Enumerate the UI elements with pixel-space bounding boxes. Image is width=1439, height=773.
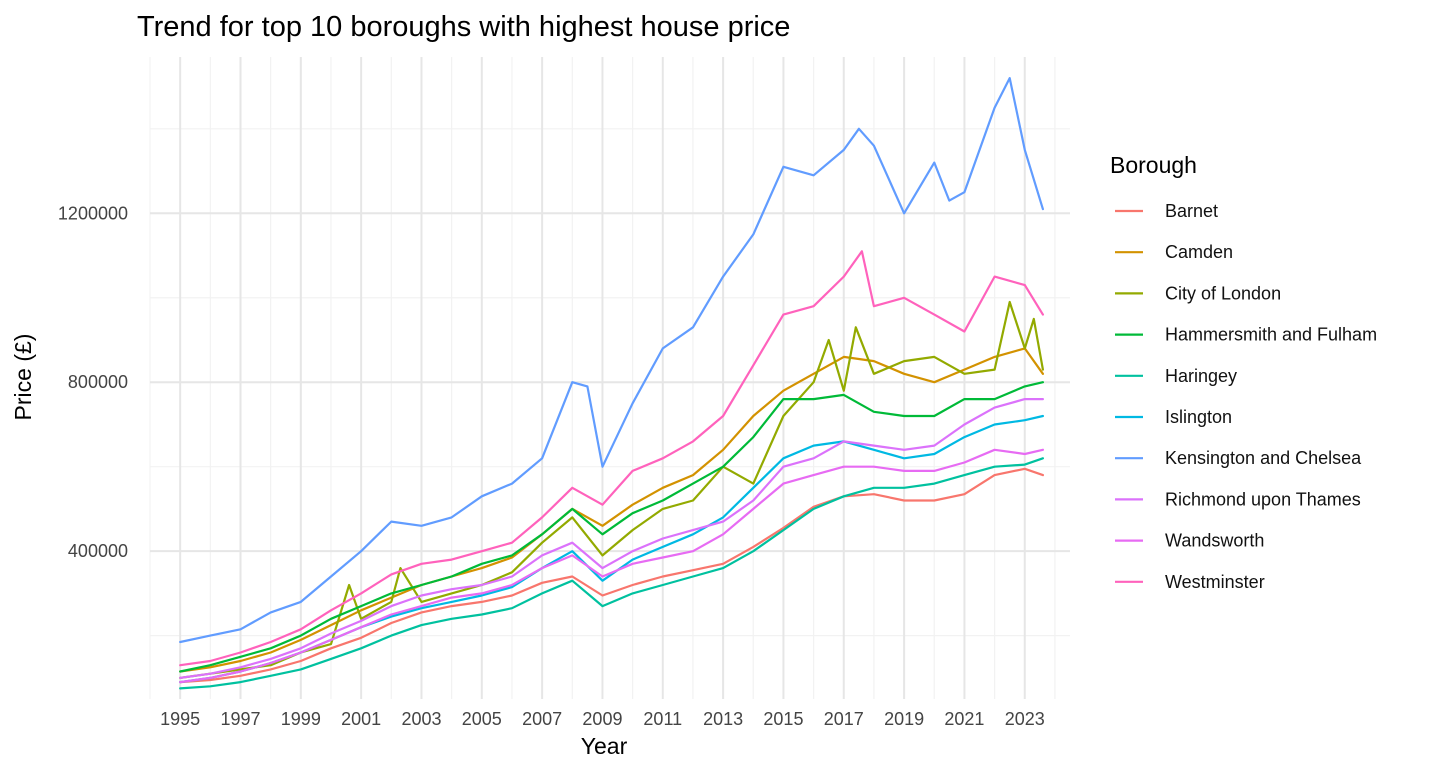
x-tick-label: 1995 [160, 709, 200, 729]
legend-label: Hammersmith and Fulham [1165, 325, 1377, 345]
x-tick-label: 2019 [884, 709, 924, 729]
axes: 1995 1997 1999 2001 2003 2005 2007 2009 2011 2013… [58, 203, 1045, 729]
x-tick-label: 2009 [582, 709, 622, 729]
series-hammersmith-and-fulham [179, 381, 1045, 673]
x-tick-label: 2021 [944, 709, 984, 729]
legend-title: Borough [1110, 152, 1197, 178]
series-richmond-upon-thames [179, 398, 1045, 680]
x-tick-label: 2015 [763, 709, 803, 729]
legend-label: Wandsworth [1165, 531, 1264, 551]
series-camden [179, 347, 1045, 673]
x-tick-label: 1999 [281, 709, 321, 729]
x-tick-label: 2011 [643, 709, 682, 729]
x-tick-label: 2003 [401, 709, 441, 729]
legend-label: Barnet [1165, 201, 1218, 221]
y-tick-label: 800000 [68, 372, 128, 392]
x-tick-label: 2013 [703, 709, 743, 729]
series-barnet [179, 467, 1045, 684]
x-tick-label: 2023 [1005, 709, 1045, 729]
x-tick-label: 2007 [522, 709, 562, 729]
legend-label: Kensington and Chelsea [1165, 448, 1362, 468]
series-wandsworth [179, 448, 1045, 684]
legend-label: Camden [1165, 242, 1233, 262]
legend-label: Richmond upon Thames [1165, 489, 1361, 509]
x-tick-label: 2001 [341, 709, 381, 729]
legend-label: City of London [1165, 283, 1281, 303]
legend-label: Haringey [1165, 366, 1237, 386]
x-tick-label: 2005 [462, 709, 502, 729]
x-tick-label: 2017 [824, 709, 864, 729]
y-tick-label: 400000 [68, 541, 128, 561]
series-lines [179, 76, 1045, 690]
legend: Borough Barnet Camden City of London Hammer… [1110, 152, 1377, 592]
legend-label: Islington [1165, 407, 1232, 427]
legend-label: Westminster [1165, 572, 1265, 592]
y-tick-label: 1200000 [58, 203, 128, 223]
y-axis-title: Price (£) [10, 334, 36, 421]
grid [149, 57, 1070, 699]
series-haringey [179, 457, 1045, 690]
legend-items: Barnet Camden City of London Hammersmith an… [1115, 201, 1377, 592]
chart-title: Trend for top 10 boroughs with highest h… [137, 11, 790, 43]
x-tick-label: 1997 [220, 709, 260, 729]
series-westminster [179, 250, 1045, 667]
x-axis-title: Year [581, 733, 628, 759]
series-kensington-and-chelsea [179, 76, 1045, 644]
series-city-of-london [179, 300, 1045, 680]
